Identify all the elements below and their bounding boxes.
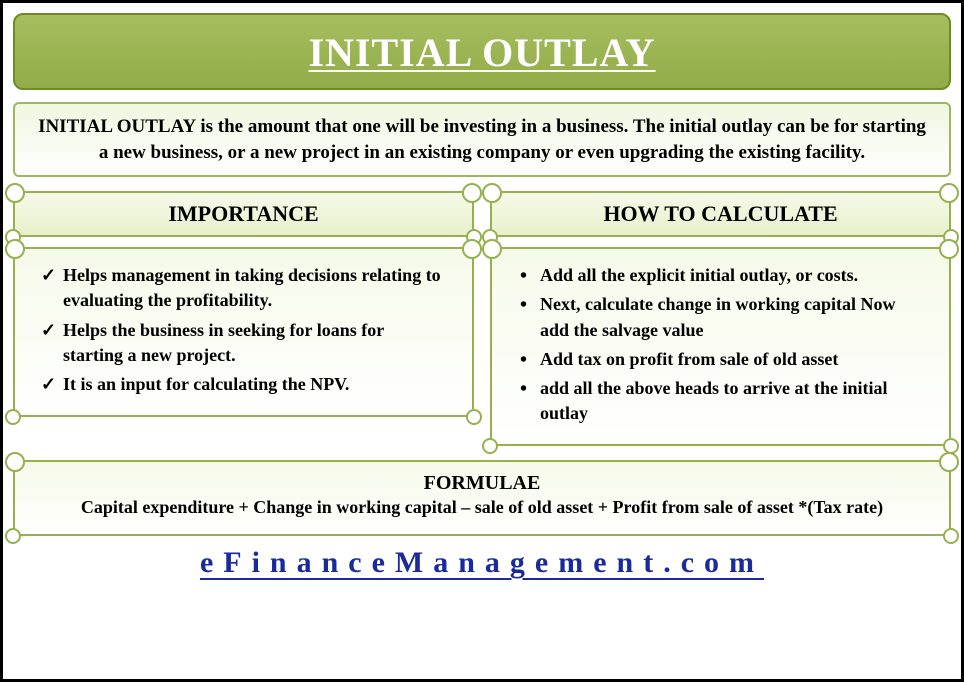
title-banner: INITIAL OUTLAY	[13, 13, 951, 90]
calculate-column: HOW TO CALCULATE Add all the explicit in…	[490, 191, 951, 446]
formulae-expression: Capital expenditure + Change in working …	[35, 495, 929, 519]
importance-heading-text: IMPORTANCE	[168, 201, 318, 226]
page-title: INITIAL OUTLAY	[15, 29, 949, 76]
importance-column: IMPORTANCE Helps management in taking de…	[13, 191, 474, 446]
importance-body: Helps management in taking decisions rel…	[13, 247, 474, 417]
list-item: add all the above heads to arrive at the…	[518, 376, 923, 426]
list-item: Add all the explicit initial outlay, or …	[518, 263, 923, 288]
calculate-list: Add all the explicit initial outlay, or …	[518, 263, 923, 426]
formulae-box: FORMULAE Capital expenditure + Change in…	[13, 460, 951, 535]
two-column-layout: IMPORTANCE Helps management in taking de…	[13, 191, 951, 446]
importance-list: Helps management in taking decisions rel…	[41, 263, 446, 397]
formulae-label: FORMULAE	[35, 472, 929, 495]
definition-box: INITIAL OUTLAY is the amount that one wi…	[13, 102, 951, 177]
calculate-body: Add all the explicit initial outlay, or …	[490, 247, 951, 446]
list-item: Helps the business in seeking for loans …	[41, 318, 446, 368]
importance-heading: IMPORTANCE	[13, 191, 474, 237]
list-item: It is an input for calculating the NPV.	[41, 372, 446, 397]
calculate-heading: HOW TO CALCULATE	[490, 191, 951, 237]
list-item: Helps management in taking decisions rel…	[41, 263, 446, 313]
list-item: Add tax on profit from sale of old asset	[518, 347, 923, 372]
calculate-heading-text: HOW TO CALCULATE	[603, 201, 837, 226]
list-item: Next, calculate change in working capita…	[518, 292, 923, 342]
site-link[interactable]: eFinanceManagement.com	[13, 544, 951, 580]
